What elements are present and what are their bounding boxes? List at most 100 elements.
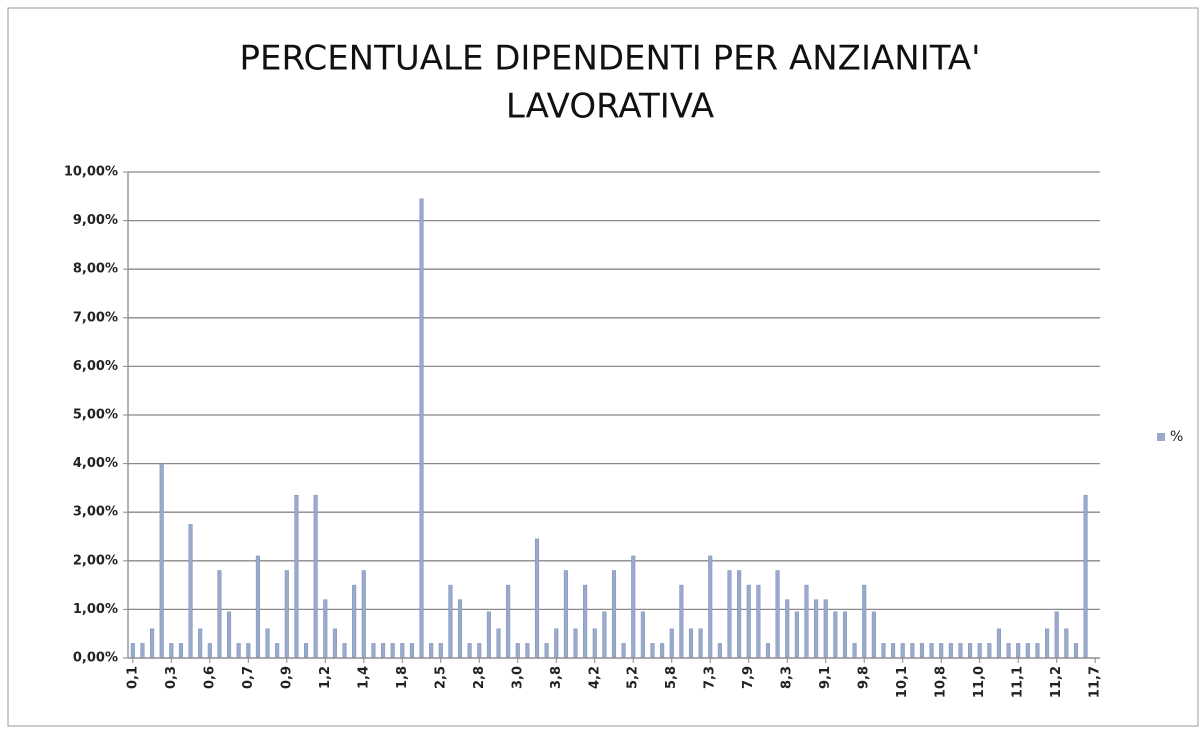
bar [987,643,992,659]
bar [573,628,578,659]
bar [708,555,713,659]
bar [948,643,953,659]
bar [371,643,376,659]
bar [996,628,1002,659]
bar [737,570,742,659]
y-tick-label: 7,00% [73,310,118,325]
bar [1073,643,1078,659]
chart-title: PERCENTUALE DIPENDENTI PER ANZIANITA' [240,39,981,79]
bar [746,584,751,659]
bar [284,570,289,659]
x-tick-label: 11,7 [1088,666,1103,698]
bar [891,643,896,659]
bar [457,599,463,659]
bar [342,643,347,659]
x-tick-label: 0,7 [241,666,256,689]
bar [958,643,963,659]
bar [852,643,857,659]
bar [727,570,732,659]
x-tick-label: 1,8 [395,666,410,689]
bar [294,494,299,659]
bar [226,611,232,659]
bar [881,643,886,659]
x-tick-label: 7,9 [741,666,756,689]
y-tick-label: 6,00% [73,359,118,374]
x-tick-label: 3,0 [510,666,525,689]
bar [303,643,309,659]
x-tick-label: 11,2 [1049,666,1064,698]
bar [756,584,761,659]
bar [255,555,260,659]
bar [939,643,944,659]
bar [823,599,828,659]
x-tick-label: 10,8 [934,666,949,698]
x-tick-label: 9,8 [857,666,872,689]
bar [977,643,982,659]
bar [429,643,434,659]
legend-label: % [1170,429,1183,445]
bar [1035,643,1040,659]
bar [236,643,241,659]
bar [814,599,819,659]
bar [919,643,925,659]
bar [265,628,270,659]
bar [631,555,636,659]
bar [496,628,501,659]
x-tick-label: 0,1 [125,666,140,689]
bar [717,643,722,659]
bar [390,643,395,659]
bar [506,584,511,659]
bar [246,643,251,659]
bar [467,643,472,659]
bar [150,628,155,659]
x-tick-label: 2,5 [433,666,448,689]
bar [313,494,318,659]
x-tick-label: 5,2 [626,666,641,689]
bar [669,628,674,659]
x-tick-label: 7,3 [703,666,718,689]
bar [352,584,357,659]
bar [1045,628,1050,659]
bar [525,643,530,659]
bar [862,584,867,659]
bar [929,643,934,659]
bar [178,643,183,659]
bar [583,584,588,659]
x-tick-label: 11,1 [1011,666,1026,698]
bar [217,570,222,659]
bar [332,628,337,659]
bar [804,584,809,659]
bar [1006,643,1011,659]
bar [486,611,491,659]
bar [650,643,655,659]
bar [554,628,559,659]
y-tick-label: 8,00% [73,262,118,277]
bar [544,643,549,659]
bar [1016,643,1021,659]
bar [207,643,212,659]
x-tick-label: 1,4 [356,666,371,689]
bar [448,584,453,659]
bar [1064,628,1069,659]
y-tick-label: 3,00% [73,505,118,520]
bar [563,570,568,659]
bar [611,570,617,659]
y-tick-label: 1,00% [73,602,118,617]
bar [775,570,780,659]
legend-swatch [1157,433,1165,441]
bar [400,643,405,659]
bar [871,611,876,659]
y-tick-label: 2,00% [73,553,118,568]
bar [765,643,771,659]
bar [380,643,386,659]
bar [842,611,848,659]
bar [968,643,973,659]
x-tick-label: 3,8 [549,666,564,689]
bar [323,599,328,659]
bar [688,628,694,659]
y-tick-label: 0,00% [73,651,118,666]
chart-title: LAVORATIVA [506,87,714,127]
x-tick-label: 11,0 [972,666,987,698]
bar [130,643,135,659]
